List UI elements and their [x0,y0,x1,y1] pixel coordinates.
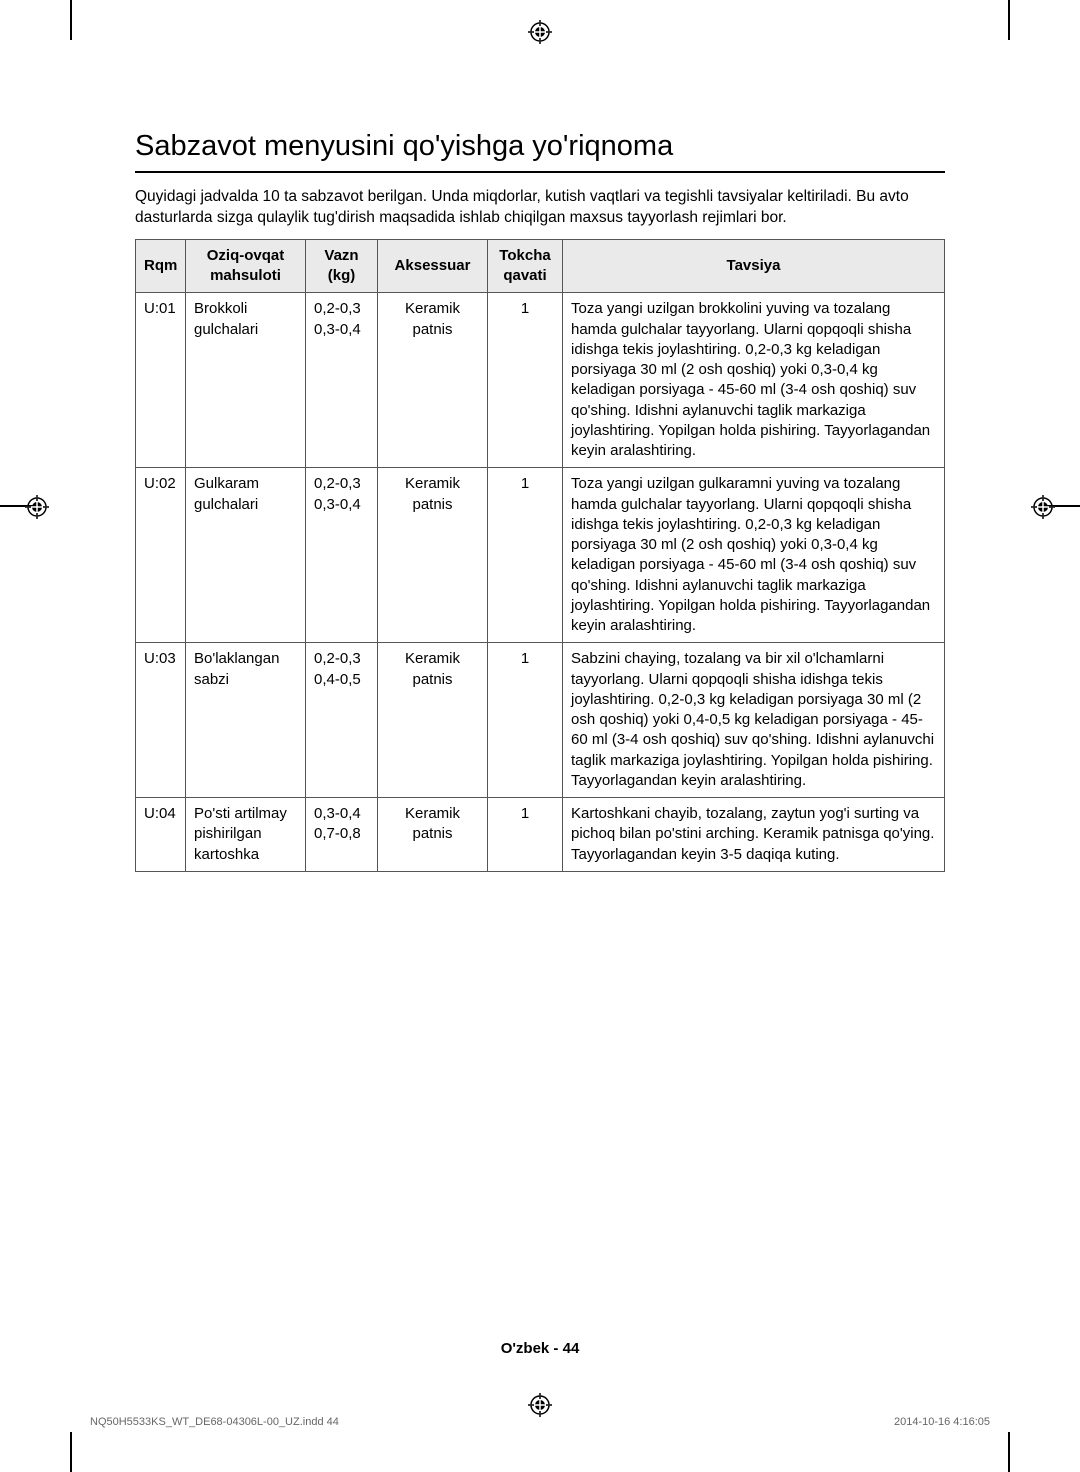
cell-aks: Keramik patnis [378,468,488,643]
registration-mark-icon [25,495,49,519]
cell-tok: 1 [488,293,563,468]
cell-aks: Keramik patnis [378,293,488,468]
cell-rqm: U:03 [136,643,186,798]
print-info: NQ50H5533KS_WT_DE68-04306L-00_UZ.indd 44… [90,1416,990,1428]
cell-aks: Keramik patnis [378,643,488,798]
header-tok: Tokcha qavati [488,239,563,293]
header-rqm: Rqm [136,239,186,293]
crop-mark [1008,0,1010,40]
cell-oziq: Gulkaram gulchalari [186,468,306,643]
table-row: U:01 Brokkoli gulchalari 0,2-0,3 0,3-0,4… [136,293,945,468]
print-date: 2014-10-16 4:16:05 [894,1416,990,1428]
cell-tok: 1 [488,798,563,872]
table-row: U:04 Po'sti artilmay pishirilgan kartosh… [136,798,945,872]
registration-mark-icon [528,1393,552,1417]
cell-vazn: 0,3-0,4 0,7-0,8 [306,798,378,872]
cell-tav: Toza yangi uzilgan gulkaramni yuving va … [563,468,945,643]
cell-vazn: 0,2-0,3 0,4-0,5 [306,643,378,798]
table-row: U:02 Gulkaram gulchalari 0,2-0,3 0,3-0,4… [136,468,945,643]
cell-vazn: 0,2-0,3 0,3-0,4 [306,293,378,468]
page-content: Sabzavot menyusini qo'yishga yo'riqnoma … [135,130,945,872]
print-file: NQ50H5533KS_WT_DE68-04306L-00_UZ.indd 44 [90,1416,339,1428]
cell-oziq: Brokkoli gulchalari [186,293,306,468]
header-aks: Aksessuar [378,239,488,293]
cell-vazn: 0,2-0,3 0,3-0,4 [306,468,378,643]
header-vazn: Vazn (kg) [306,239,378,293]
registration-mark-icon [528,20,552,44]
table-row: U:03 Bo'laklangan sabzi 0,2-0,3 0,4-0,5 … [136,643,945,798]
cell-tok: 1 [488,643,563,798]
crop-mark [70,1432,72,1472]
cell-tok: 1 [488,468,563,643]
page-footer: O'zbek - 44 [0,1340,1080,1357]
table-header-row: Rqm Oziq-ovqat mahsuloti Vazn (kg) Akses… [136,239,945,293]
page-title: Sabzavot menyusini qo'yishga yo'riqnoma [135,130,945,173]
vegetable-table: Rqm Oziq-ovqat mahsuloti Vazn (kg) Akses… [135,239,945,872]
crop-mark [70,0,72,40]
cell-tav: Toza yangi uzilgan brokkolini yuving va … [563,293,945,468]
header-oziq: Oziq-ovqat mahsuloti [186,239,306,293]
cell-oziq: Bo'laklangan sabzi [186,643,306,798]
cell-rqm: U:04 [136,798,186,872]
cell-tav: Sabzini chaying, tozalang va bir xil o'l… [563,643,945,798]
cell-oziq: Po'sti artilmay pishirilgan kartoshka [186,798,306,872]
cell-tav: Kartoshkani chayib, tozalang, zaytun yog… [563,798,945,872]
cell-rqm: U:01 [136,293,186,468]
header-tav: Tavsiya [563,239,945,293]
registration-mark-icon [1031,495,1055,519]
cell-rqm: U:02 [136,468,186,643]
intro-text: Quyidagi jadvalda 10 ta sabzavot berilga… [135,187,945,229]
cell-aks: Keramik patnis [378,798,488,872]
crop-mark [1008,1432,1010,1472]
